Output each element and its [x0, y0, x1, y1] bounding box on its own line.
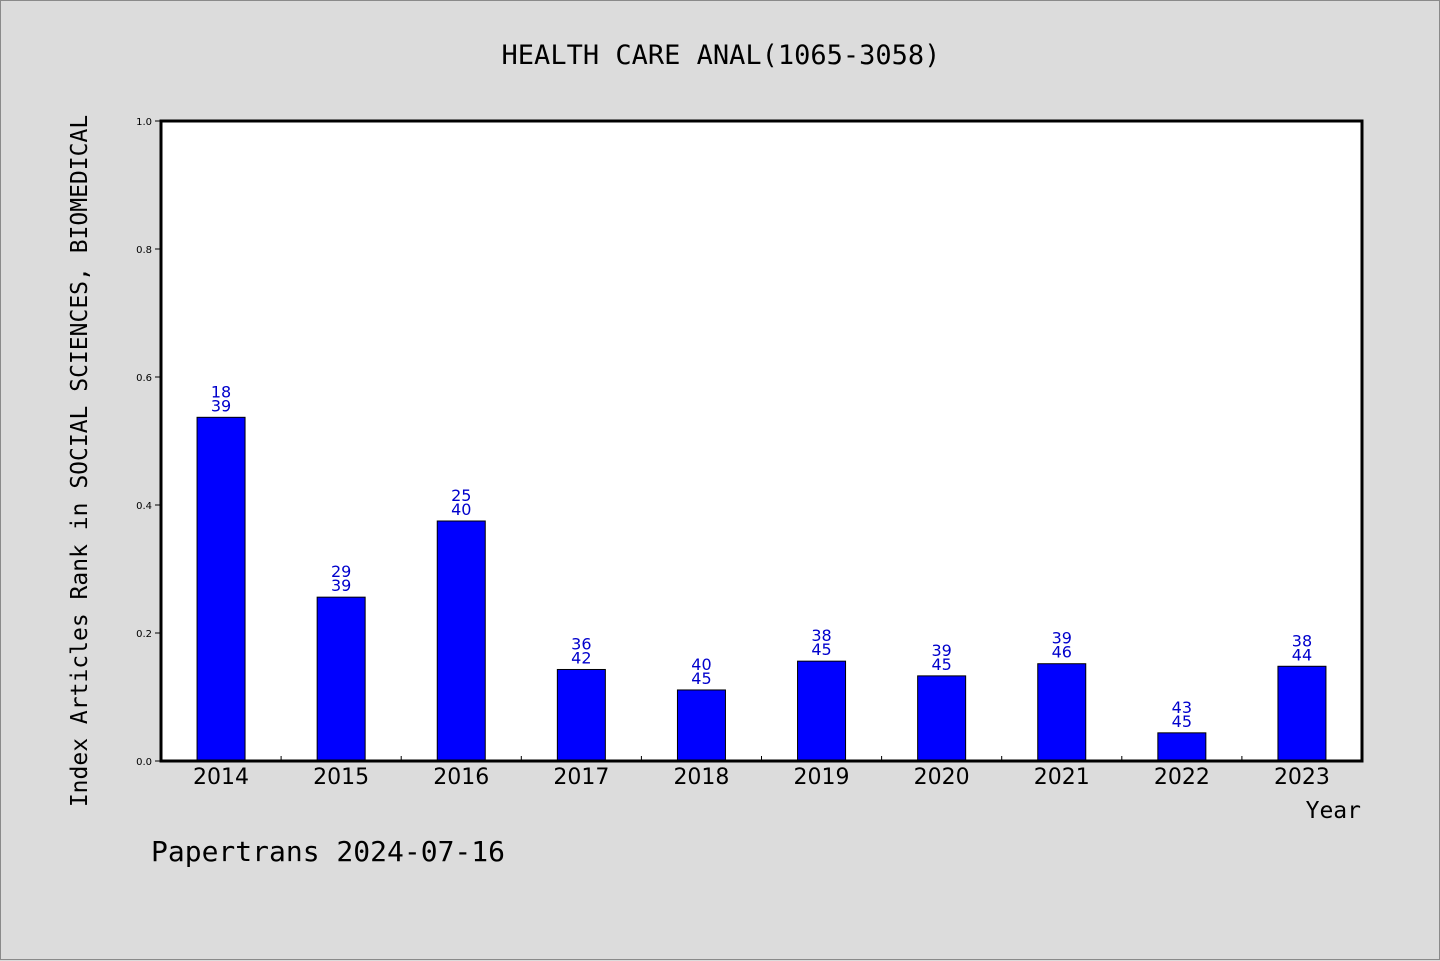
bar	[797, 660, 847, 762]
bar-label-top: 38	[811, 626, 831, 645]
y-axis-label: Index Articles Rank in SOCIAL SCIENCES, …	[67, 115, 93, 807]
bar	[917, 675, 967, 762]
x-tick-label: 2018	[673, 765, 729, 790]
x-axis-label: Year	[1306, 798, 1361, 824]
bar	[1157, 732, 1207, 762]
bar	[436, 520, 486, 762]
x-tick-label: 2020	[914, 765, 970, 790]
bar-label-top: 38	[1292, 631, 1312, 650]
bar-label-bottom: 45	[691, 669, 711, 688]
y-tick-label: 0.6	[136, 373, 152, 384]
x-tick-label: 2023	[1274, 765, 1330, 790]
x-tick-label: 2014	[193, 765, 249, 790]
bar-label-top: 40	[691, 655, 711, 674]
bar	[676, 689, 726, 762]
x-tick-label: 2021	[1034, 765, 1090, 790]
y-tick-label: 0.4	[136, 501, 152, 512]
bar-label-top: 25	[451, 486, 471, 505]
bar-label-top: 29	[331, 562, 351, 581]
x-tick-label: 2022	[1154, 765, 1210, 790]
x-tick-label: 2019	[794, 765, 850, 790]
bar-label-top: 18	[211, 382, 231, 401]
chart-title: HEALTH CARE ANAL(1065-3058)	[502, 40, 941, 71]
x-tick-label: 2016	[433, 765, 489, 790]
y-tick-label: 0.2	[136, 629, 152, 640]
bar	[196, 416, 246, 762]
bar-label-top: 43	[1172, 698, 1192, 717]
bar-label-bottom: 46	[1052, 643, 1072, 662]
y-tick-label: 0.0	[136, 757, 152, 768]
bar-label-top: 39	[1052, 629, 1072, 648]
bar-label-bottom: 45	[1172, 712, 1192, 731]
bar	[316, 596, 366, 762]
bar-label-bottom: 44	[1292, 645, 1312, 664]
bar	[1037, 663, 1087, 762]
bar-label-bottom: 39	[331, 576, 351, 595]
bar-label-bottom: 39	[211, 396, 231, 415]
bar-label-bottom: 45	[811, 640, 831, 659]
bar-label-bottom: 40	[451, 500, 471, 519]
footer-credit: Papertrans 2024-07-16	[151, 835, 506, 868]
x-tick-label: 2017	[553, 765, 609, 790]
bar-label-top: 39	[931, 641, 951, 660]
bar-label-bottom: 45	[931, 655, 951, 674]
y-tick-label: 1.0	[136, 117, 152, 128]
bar	[1277, 665, 1327, 762]
y-tick-label: 0.8	[136, 245, 152, 256]
x-tick-label: 2015	[313, 765, 369, 790]
bar-label-top: 36	[571, 634, 591, 653]
plot-border	[159, 119, 1364, 763]
bar-label-bottom: 42	[571, 648, 591, 667]
bar	[556, 668, 606, 762]
plot-area: 1839201429392015254020163642201740452018…	[136, 117, 1364, 790]
